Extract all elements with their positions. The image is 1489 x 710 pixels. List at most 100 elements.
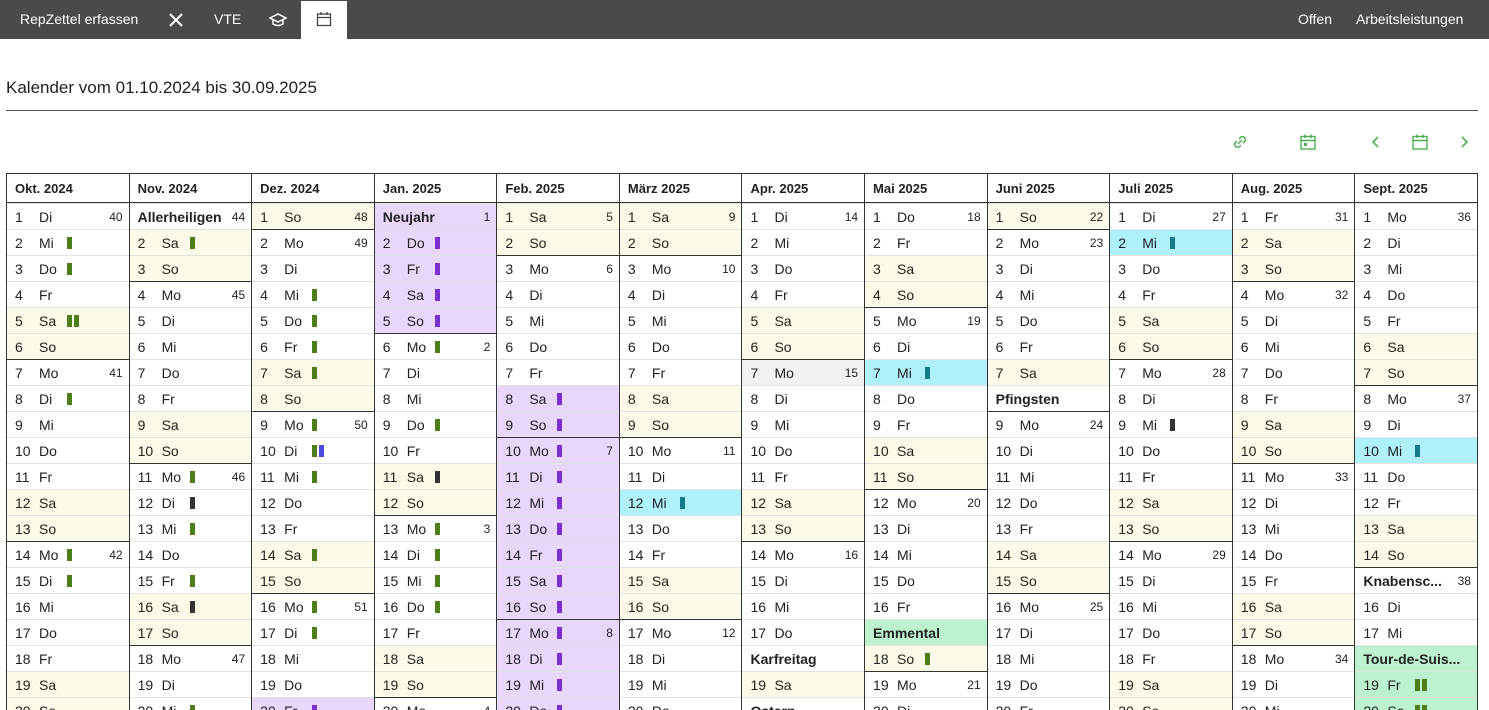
day-row[interactable]: 3 Mo 6: [497, 255, 619, 281]
day-row[interactable]: 1 Fr 31: [1232, 203, 1355, 229]
day-row[interactable]: 19 Sa: [742, 671, 865, 697]
day-row[interactable]: 18 Mi: [252, 645, 374, 671]
day-row[interactable]: 2 So: [619, 229, 742, 255]
day-row[interactable]: 15 Sa: [619, 567, 742, 593]
day-row[interactable]: 20 Mo 4: [374, 697, 497, 710]
day-row[interactable]: 17 Do: [7, 619, 129, 645]
day-row[interactable]: 14 Sa: [987, 541, 1110, 567]
day-row[interactable]: 14 Di: [374, 541, 497, 567]
day-row[interactable]: 9 Sa: [1232, 411, 1355, 437]
day-row[interactable]: 12 Mi: [619, 489, 742, 515]
day-row[interactable]: 16 Mi: [742, 593, 865, 619]
day-row[interactable]: 2 Mi: [1110, 229, 1232, 255]
entry-marker[interactable]: [189, 705, 195, 710]
calendar-icon[interactable]: [1299, 133, 1317, 151]
day-row[interactable]: 14 Fr: [497, 541, 619, 567]
entry-marker[interactable]: [557, 575, 563, 587]
day-row[interactable]: 5 Mi: [497, 307, 619, 333]
next-button[interactable]: [1456, 133, 1472, 151]
day-row[interactable]: 18 Fr: [7, 645, 129, 671]
entry-marker[interactable]: [312, 419, 318, 431]
entry-marker[interactable]: [312, 445, 318, 457]
day-row[interactable]: 14 So: [1355, 541, 1477, 567]
entry-marker[interactable]: [434, 289, 440, 301]
day-row[interactable]: 6 Sa: [1355, 333, 1477, 359]
day-row[interactable]: 13 Do: [619, 515, 742, 541]
entry-marker[interactable]: [434, 263, 440, 275]
day-row[interactable]: 11 Mi: [252, 463, 374, 489]
day-row[interactable]: 12 Fr: [1355, 489, 1477, 515]
day-row[interactable]: 6 So: [1110, 333, 1232, 359]
day-row[interactable]: 10 So: [129, 437, 252, 463]
nav-item[interactable]: RepZettel erfassen: [20, 11, 139, 27]
entry-marker[interactable]: [312, 627, 318, 639]
day-row[interactable]: 3 Mi: [1355, 255, 1477, 281]
day-row[interactable]: 16 Sa: [129, 593, 252, 619]
day-row[interactable]: 17 Mo 8: [497, 619, 619, 645]
day-row[interactable]: 14 Mo 42: [7, 541, 129, 567]
day-row[interactable]: 13 So: [1110, 515, 1232, 541]
entry-marker[interactable]: [925, 653, 931, 665]
day-row[interactable]: 13 So: [7, 515, 129, 541]
day-row[interactable]: 20 Fr: [252, 697, 374, 710]
day-row[interactable]: 19 Fr: [1355, 671, 1477, 697]
day-row[interactable]: 18 Di: [497, 645, 619, 671]
entry-marker[interactable]: [925, 367, 931, 379]
entry-marker[interactable]: [312, 367, 318, 379]
day-row[interactable]: 1 Do 18: [865, 203, 987, 229]
day-row[interactable]: 20 So: [7, 697, 129, 710]
entry-marker[interactable]: [557, 445, 563, 457]
day-row[interactable]: 8 Mo 37: [1355, 385, 1477, 411]
day-row[interactable]: 10 Do: [7, 437, 129, 463]
day-row[interactable]: 13 So: [742, 515, 865, 541]
nav-item[interactable]: Arbeitsleistungen: [1356, 11, 1464, 27]
entry-marker[interactable]: [312, 471, 318, 483]
day-row[interactable]: 17 Di: [252, 619, 374, 645]
day-row[interactable]: 6 Do: [497, 333, 619, 359]
day-row[interactable]: 12 Mo 20: [865, 489, 987, 515]
day-row[interactable]: 14 Do: [1232, 541, 1355, 567]
day-row[interactable]: 15 Fr: [1232, 567, 1355, 593]
day-row[interactable]: Knabensc... 38: [1355, 567, 1477, 593]
day-row[interactable]: Allerheiligen 44: [129, 203, 252, 229]
entry-marker[interactable]: [189, 575, 195, 587]
day-row[interactable]: 10 Mi: [1355, 437, 1477, 463]
day-row[interactable]: 11 Mo 46: [129, 463, 252, 489]
day-row[interactable]: 17 Mo 12: [619, 619, 742, 645]
entry-marker[interactable]: [1422, 679, 1428, 691]
day-row[interactable]: 4 Mo 32: [1232, 281, 1355, 307]
day-row[interactable]: 11 Mi: [987, 463, 1110, 489]
entry-marker[interactable]: [67, 263, 72, 275]
day-row[interactable]: 14 Do: [129, 541, 252, 567]
link-icon[interactable]: [1231, 133, 1249, 151]
day-row[interactable]: 19 Sa: [1110, 671, 1232, 697]
day-row[interactable]: 19 Mi: [619, 671, 742, 697]
entry-marker[interactable]: [312, 315, 318, 327]
day-row[interactable]: 20 Fr: [987, 697, 1110, 710]
day-row[interactable]: 15 Di: [1110, 567, 1232, 593]
day-row[interactable]: 8 Sa: [497, 385, 619, 411]
day-row[interactable]: Karfreitag: [742, 645, 865, 671]
day-row[interactable]: 9 Sa: [129, 411, 252, 437]
day-row[interactable]: 17 Mi: [1355, 619, 1477, 645]
day-row[interactable]: 7 Mo 28: [1110, 359, 1232, 385]
day-row[interactable]: 15 Fr: [129, 567, 252, 593]
entry-marker[interactable]: [434, 549, 440, 561]
day-row[interactable]: 12 Do: [987, 489, 1110, 515]
day-row[interactable]: 18 Mo 47: [129, 645, 252, 671]
day-row[interactable]: 5 Do: [987, 307, 1110, 333]
day-row[interactable]: 10 Mo 7: [497, 437, 619, 463]
day-row[interactable]: 18 So: [865, 645, 987, 671]
day-row[interactable]: 15 So: [987, 567, 1110, 593]
entry-marker[interactable]: [312, 341, 318, 353]
day-row[interactable]: 1 Sa 9: [619, 203, 742, 229]
entry-marker[interactable]: [557, 601, 563, 613]
day-row[interactable]: Emmental: [865, 619, 987, 645]
day-row[interactable]: 5 Fr: [1355, 307, 1477, 333]
entry-marker[interactable]: [557, 549, 563, 561]
day-row[interactable]: 1 Sa 5: [497, 203, 619, 229]
day-row[interactable]: 2 Mo 49: [252, 229, 374, 255]
day-row[interactable]: 18 Fr: [1110, 645, 1232, 671]
day-row[interactable]: 18 Di: [619, 645, 742, 671]
day-row[interactable]: 2 Fr: [865, 229, 987, 255]
